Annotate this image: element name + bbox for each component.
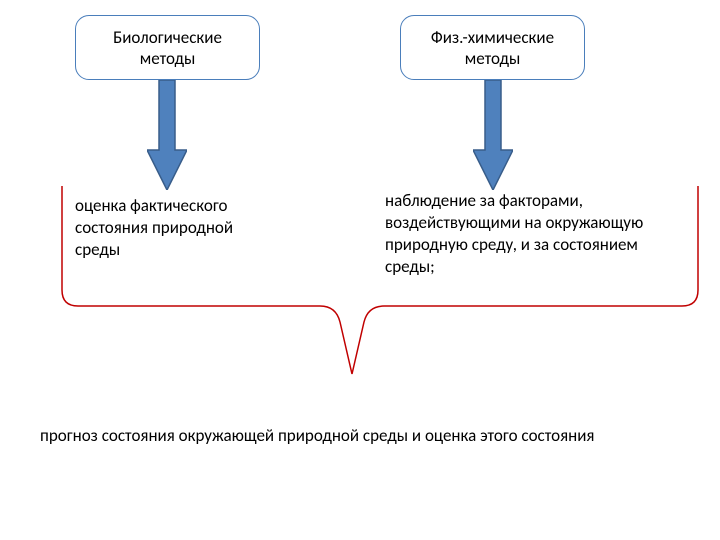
desc-right: наблюдение за факторами, воздействующими… [385, 190, 685, 278]
bottom-text: прогноз состояния окружающей природной с… [40, 425, 680, 447]
phys-methods-box: Физ.-химическиеметоды [400, 15, 585, 80]
arrow-left [147, 80, 187, 190]
bio-methods-box: Биологическиеметоды [75, 15, 260, 80]
desc-left: оценка фактического состояния природной … [75, 195, 275, 261]
phys-methods-label: Физ.-химическиеметоды [431, 27, 554, 69]
arrow-right [473, 80, 513, 190]
bio-methods-label: Биологическиеметоды [113, 27, 222, 69]
